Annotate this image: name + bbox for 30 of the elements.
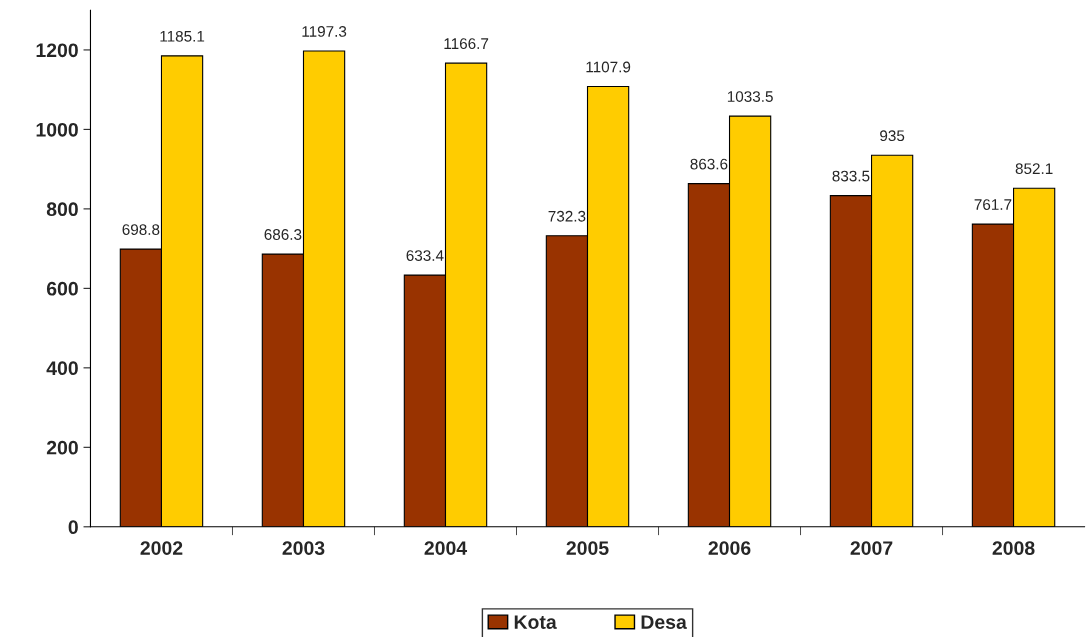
y-tick-label: 200 <box>46 440 78 455</box>
x-tick-label: 2006 <box>708 541 751 555</box>
y-tick-label: 0 <box>68 520 78 535</box>
x-tick-label: 2004 <box>424 541 468 555</box>
y-tick-label: 1200 <box>36 43 78 58</box>
data-label: 633.4 <box>406 250 444 261</box>
x-tick-label: 2007 <box>850 541 893 555</box>
data-label: 935 <box>880 130 905 142</box>
data-label: 863.6 <box>690 158 728 170</box>
x-tick-label: 2008 <box>992 541 1035 555</box>
data-label: 732.3 <box>548 210 586 222</box>
x-tick-label: 2003 <box>282 541 325 555</box>
y-tick-label: 800 <box>46 202 78 217</box>
data-label: 852.1 <box>1015 163 1053 175</box>
y-tick-label: 1000 <box>36 122 78 137</box>
data-label: 686.3 <box>264 229 302 240</box>
legend-label: Kota <box>514 615 557 629</box>
data-label: 833.5 <box>832 170 870 182</box>
legend-label: Desa <box>641 615 687 629</box>
data-label: 1033.5 <box>727 91 773 102</box>
data-label: 1107.9 <box>586 61 631 73</box>
y-tick-label: 600 <box>46 281 78 296</box>
data-label: 1185.1 <box>160 30 205 42</box>
x-tick-label: 2005 <box>566 541 609 555</box>
data-label: 698.8 <box>122 224 160 235</box>
x-tick-label: 2002 <box>140 541 183 555</box>
y-tick-label: 400 <box>46 361 78 376</box>
data-label: 761.7 <box>974 199 1012 210</box>
data-label: 1197.3 <box>302 26 347 37</box>
data-label: 1166.7 <box>444 38 489 50</box>
